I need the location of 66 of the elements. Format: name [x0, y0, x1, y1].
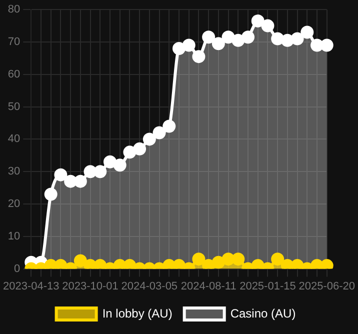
- point: [94, 165, 107, 178]
- point: [103, 155, 116, 168]
- point: [64, 174, 78, 188]
- point: [162, 259, 176, 269]
- point: [113, 259, 126, 269]
- point: [84, 165, 97, 178]
- x-tick-label: 2024-08-11: [180, 280, 236, 292]
- y-tick-label: 80: [8, 4, 20, 16]
- point: [242, 30, 255, 44]
- legend-label: In lobby (AU): [102, 306, 172, 320]
- point: [212, 37, 225, 50]
- y-tick-label: 40: [8, 133, 20, 146]
- y-tick-label: 20: [8, 198, 20, 210]
- point: [142, 132, 156, 146]
- point: [320, 259, 334, 269]
- point: [54, 168, 68, 182]
- point: [251, 14, 264, 28]
- y-tick-label: 10: [8, 230, 20, 242]
- point: [172, 259, 186, 269]
- point: [310, 259, 324, 269]
- point: [94, 259, 107, 269]
- y-tick-label: 30: [8, 166, 20, 178]
- point: [74, 254, 87, 268]
- point: [222, 30, 235, 44]
- point: [44, 188, 58, 201]
- point: [271, 252, 284, 266]
- point: [310, 38, 324, 52]
- point: [202, 30, 216, 44]
- point: [162, 120, 176, 133]
- point: [172, 42, 186, 55]
- x-tick-label: 2023-10-01: [62, 280, 118, 292]
- point: [74, 174, 87, 188]
- point: [54, 259, 68, 269]
- x-tick-label: 2025-06-20: [298, 280, 356, 292]
- legend-label: Casino (AU): [230, 306, 296, 320]
- point: [320, 38, 334, 52]
- point: [182, 38, 196, 52]
- point: [113, 158, 126, 172]
- point: [271, 32, 284, 46]
- point: [123, 259, 136, 269]
- point: [290, 32, 304, 46]
- point: [290, 259, 304, 269]
- y-tick-label: 50: [8, 100, 20, 113]
- point: [202, 259, 216, 269]
- x-tick-label: 2025-01-15: [240, 280, 296, 292]
- point: [222, 252, 235, 266]
- point: [232, 34, 245, 47]
- point: [280, 34, 294, 47]
- x-tick-label: 2024-03-05: [121, 280, 178, 292]
- y-tick-label: 0: [14, 262, 20, 275]
- point: [232, 252, 245, 266]
- point: [133, 142, 146, 156]
- point: [300, 26, 314, 39]
- y-tick-label: 60: [8, 68, 20, 80]
- point: [192, 50, 206, 64]
- point: [123, 146, 136, 159]
- point: [261, 19, 274, 32]
- point: [280, 259, 294, 269]
- point: [152, 126, 166, 140]
- x-tick-label: 2023-04-13: [2, 280, 60, 292]
- point: [84, 259, 97, 269]
- point: [192, 252, 206, 266]
- point: [44, 259, 58, 269]
- point: [212, 256, 225, 269]
- y-tick-label: 70: [8, 36, 20, 48]
- point: [251, 259, 264, 269]
